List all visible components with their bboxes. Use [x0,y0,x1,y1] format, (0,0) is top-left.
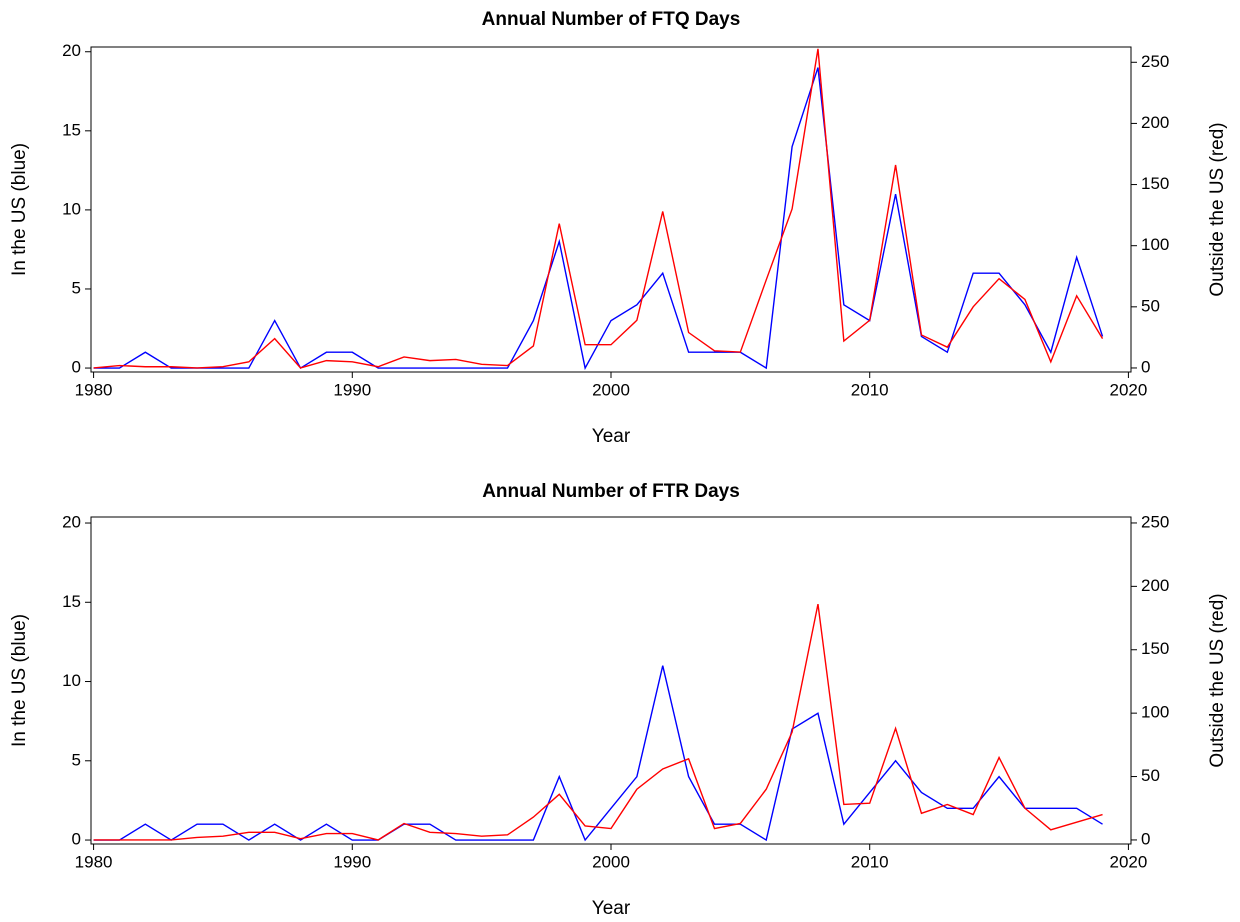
y-tick-label: 15 [62,592,81,611]
y2-tick-label: 0 [1141,829,1150,848]
x-tick-label: 2020 [1109,380,1147,399]
y-tick-label: 10 [62,671,81,690]
y2-tick-label: 250 [1141,512,1169,531]
x-tick-label: 2020 [1109,852,1147,871]
y-tick-label: 15 [62,120,81,139]
y-tick-label: 20 [62,513,81,532]
y2-tick-label: 250 [1141,52,1169,71]
y2-tick-label: 150 [1141,174,1169,193]
y2-tick-label: 100 [1141,235,1169,254]
plot-frame [90,516,1132,845]
x-tick-label: 2010 [851,380,889,399]
y-axis-label: In the US (blue) [9,614,30,747]
y-tick-label: 10 [62,199,81,218]
y2-tick-label: 150 [1141,639,1169,658]
y-tick-label: 5 [72,750,81,769]
data-line [93,67,1104,371]
y-tick-label: 0 [72,358,81,377]
chart-title: Annual Number of FTR Days [482,481,740,502]
y2-tick-label: 100 [1141,703,1169,722]
x-tick-label: 1990 [333,380,371,399]
y-tick-label: 20 [62,41,81,60]
data-line [93,603,1103,841]
x-tick-label: 1990 [333,852,371,871]
y2-tick-label: 50 [1141,766,1160,785]
x-tick-label: 1980 [75,380,113,399]
x-tick-label: 2000 [592,380,630,399]
x-tick-label: 2010 [851,852,889,871]
data-line [93,665,1103,842]
data-line [93,48,1104,369]
x-axis-label: Year [592,426,631,447]
chart-title: Annual Number of FTQ Days [482,9,741,30]
y2-tick-label: 200 [1141,113,1169,132]
y-tick-label: 5 [72,278,81,297]
x-tick-label: 1980 [75,852,113,871]
y2-tick-label: 200 [1141,576,1169,595]
y-axis-label: In the US (blue) [9,143,30,276]
y2-tick-label: 0 [1141,357,1150,376]
x-axis-label: Year [592,898,631,919]
x-tick-label: 2000 [592,852,630,871]
y2-axis-label: Outside the US (red) [1207,122,1228,296]
plot-frame [90,46,1132,373]
y2-axis-label: Outside the US (red) [1207,593,1228,767]
y-tick-label: 0 [72,830,81,849]
y2-tick-label: 50 [1141,296,1160,315]
